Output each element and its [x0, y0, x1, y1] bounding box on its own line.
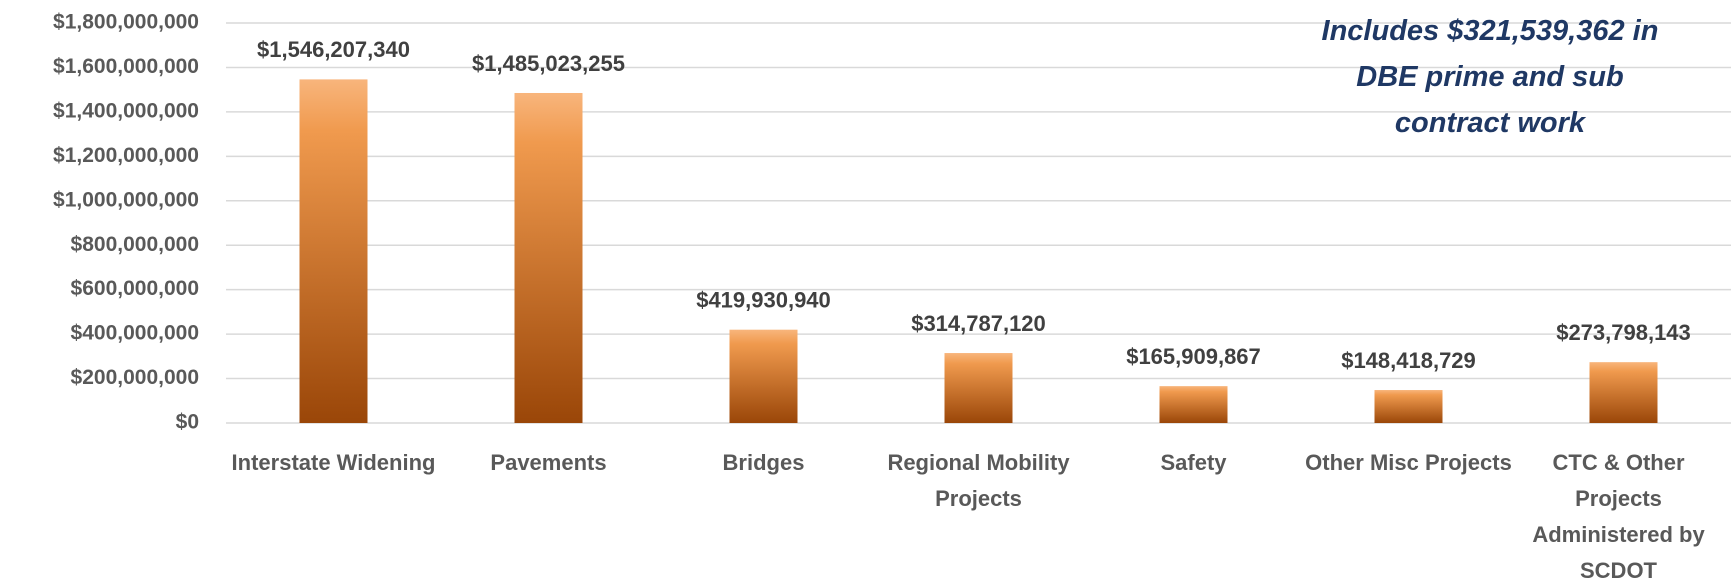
y-tick-label: $1,200,000,000	[53, 144, 199, 167]
value-label: $314,787,120	[911, 311, 1046, 336]
value-label: $1,485,023,255	[472, 51, 625, 76]
bar	[1374, 390, 1443, 423]
x-tick-label: Pavements	[490, 450, 607, 475]
x-tick-label: CTC & Other Projects Administered by SCD…	[1532, 450, 1705, 578]
y-tick-label: $1,800,000,000	[53, 11, 199, 34]
bar	[299, 79, 368, 423]
y-tick-label: $1,600,000,000	[53, 55, 199, 78]
value-label: $148,418,729	[1341, 348, 1476, 373]
y-tick-label: $0	[176, 411, 199, 434]
value-label: $165,909,867	[1126, 344, 1261, 369]
y-tick-label: $400,000,000	[71, 322, 199, 345]
x-tick-label: Bridges	[722, 450, 805, 475]
x-tick-label: Other Misc Projects	[1305, 450, 1512, 475]
y-tick-label: $1,400,000,000	[53, 99, 199, 122]
bar	[1589, 362, 1658, 423]
bar	[514, 92, 583, 423]
x-tick-label: Interstate Widening	[231, 450, 436, 475]
y-tick-label: $800,000,000	[71, 233, 199, 256]
bar	[729, 329, 798, 423]
y-tick-label: $1,000,000,000	[53, 188, 199, 211]
value-label: $419,930,940	[696, 287, 831, 312]
value-label: $1,546,207,340	[257, 37, 410, 62]
x-tick-label: Regional Mobility Projects	[887, 450, 1070, 511]
annotation: Includes $321,539,362 in DBE prime and s…	[1321, 15, 1659, 139]
bar	[1159, 386, 1228, 423]
bar	[944, 353, 1013, 423]
y-tick-label: $200,000,000	[71, 366, 199, 389]
y-tick-label: $600,000,000	[71, 277, 199, 300]
value-label: $273,798,143	[1556, 320, 1691, 345]
x-tick-label: Safety	[1160, 450, 1227, 475]
